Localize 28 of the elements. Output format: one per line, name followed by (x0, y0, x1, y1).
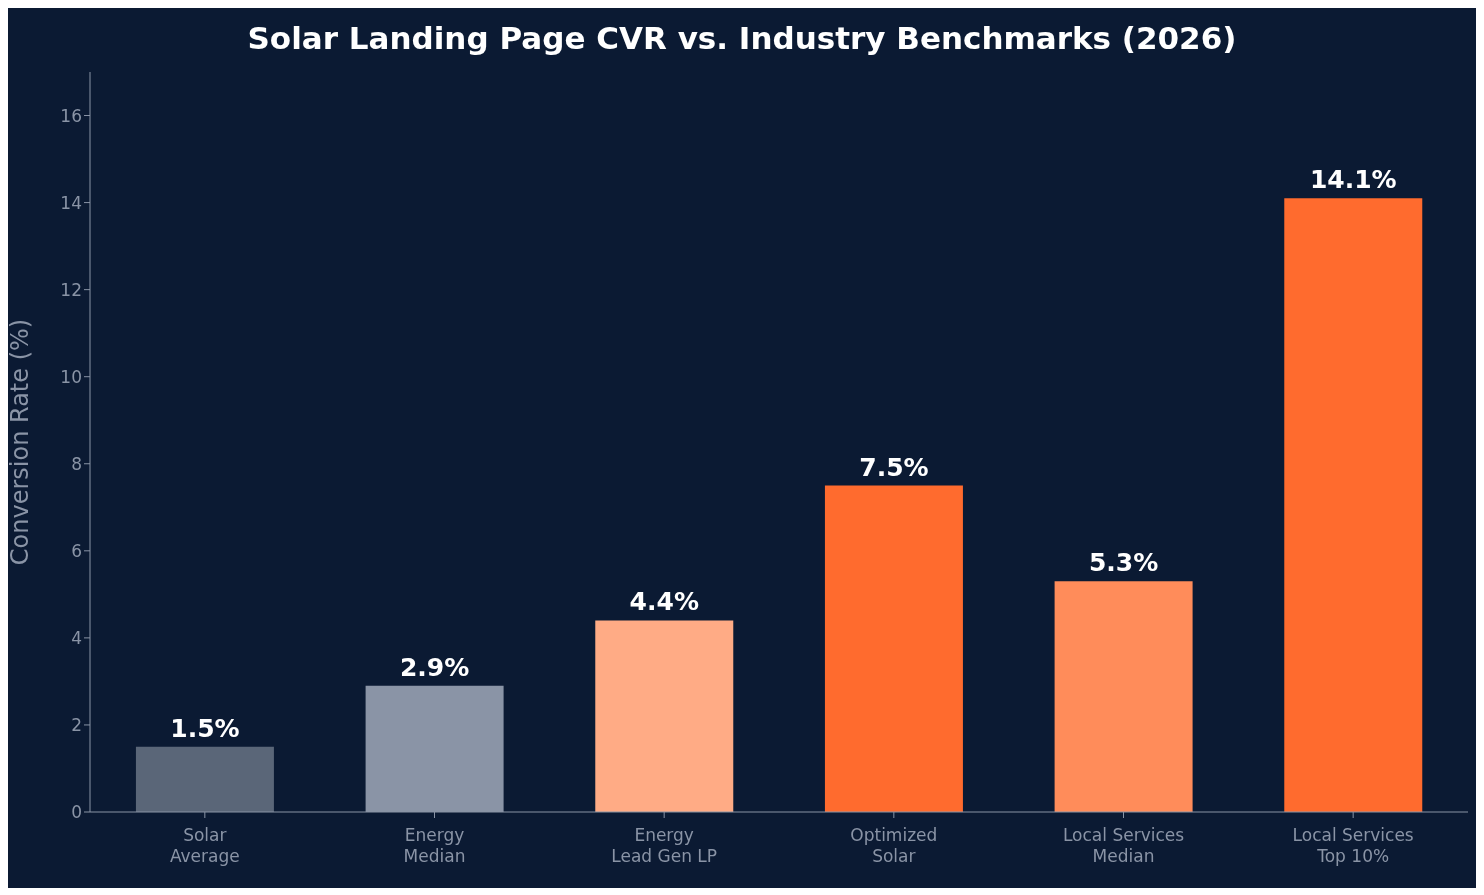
y-tick-label: 12 (60, 279, 82, 300)
y-axis-title: Conversion Rate (%) (5, 318, 34, 566)
data-label: 4.4% (629, 587, 699, 617)
y-tick-label: 2 (71, 714, 82, 735)
bar (1054, 581, 1193, 812)
data-label: 5.3% (1088, 548, 1159, 578)
y-tick-label: 8 (71, 453, 82, 474)
data-label: 7.5% (859, 452, 929, 482)
y-tick-label: 14 (60, 192, 82, 213)
x-tick-label: Energy Median (403, 825, 466, 866)
chart-title: Solar Landing Page CVR vs. Industry Benchmarks (2026) (246, 19, 1238, 58)
x-tick-label: Solar Average (169, 825, 240, 866)
y-tick-label: 16 (60, 105, 82, 126)
bar (595, 620, 734, 812)
x-tick-label: Local Services Top 10% (1292, 825, 1414, 866)
bar (135, 746, 274, 812)
y-tick-label: 10 (60, 366, 82, 387)
y-tick-label: 6 (71, 540, 82, 561)
x-tick-label: Local Services Median (1062, 825, 1185, 866)
bar (1284, 198, 1423, 812)
data-label: 14.1% (1309, 165, 1397, 195)
bar (824, 485, 963, 812)
y-tick-label: 4 (71, 627, 82, 648)
x-tick-label: Optimized Solar (850, 825, 938, 866)
data-label: 1.5% (170, 713, 240, 743)
y-tick-label: 0 (71, 802, 82, 823)
x-tick-label: Energy Lead Gen LP (611, 825, 718, 866)
data-label: 2.9% (399, 652, 470, 682)
